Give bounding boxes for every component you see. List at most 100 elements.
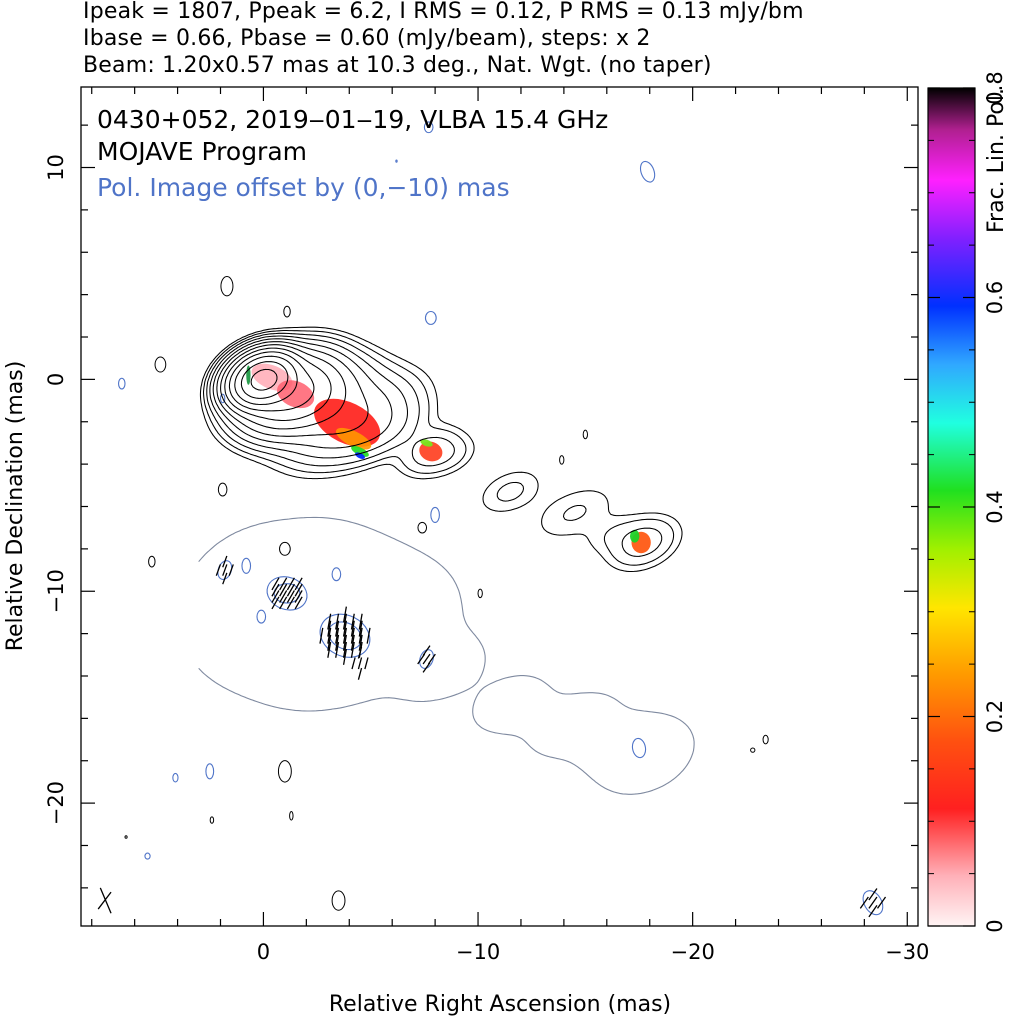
evpa-tick	[294, 583, 303, 597]
pol-contour	[395, 159, 398, 163]
evpa-tick	[222, 572, 228, 585]
noise-contour	[279, 541, 291, 556]
evpa-tick	[422, 653, 431, 665]
pol-contour	[256, 609, 267, 624]
noise-contour	[148, 555, 156, 568]
evpa-tick	[868, 896, 878, 909]
noise-contour	[217, 482, 228, 497]
evpa-tick	[327, 627, 332, 644]
evpa-tick	[357, 646, 363, 659]
evpa-tick	[357, 667, 363, 680]
pol-contour	[266, 576, 308, 611]
evpa-tick	[342, 613, 348, 630]
colorbar-tick-label: 0.4	[983, 490, 1007, 523]
tick-labels: 0 −10 −20 −30 10 0 −10 −20	[44, 154, 929, 964]
pol-contour	[172, 772, 179, 783]
intensity-contour	[250, 368, 278, 391]
x-tick-label: −30	[885, 940, 929, 964]
evpa-tick	[342, 648, 348, 665]
evpa-tick	[350, 627, 355, 644]
intensity-contour	[209, 335, 409, 459]
evpa-tick	[342, 627, 348, 644]
colorbar-tick-label: 0.6	[983, 281, 1007, 314]
pol-contour	[639, 160, 656, 183]
noise-contour	[220, 275, 234, 297]
evpa-tick	[319, 627, 324, 644]
pol-outline-contour	[198, 516, 695, 795]
evpa-tick	[327, 620, 332, 637]
beam-marker	[99, 887, 112, 914]
x-tick-label: −20	[670, 940, 714, 964]
evpa-tick	[286, 577, 295, 591]
offset-annotation: Pol. Image offset by (0,−10) mas	[97, 173, 510, 202]
evpa-tick	[335, 627, 340, 644]
colorbar-label: Frac. Lin. Pol.	[984, 88, 1009, 233]
evpa-tick	[350, 620, 355, 637]
frac-pol-knot-1-edge	[335, 427, 372, 450]
intensity-contour	[212, 338, 393, 449]
intensity-contour	[199, 326, 683, 573]
evpa-tick	[294, 590, 303, 603]
evpa-tick	[358, 620, 363, 637]
frac-pol-knot-2-edge	[420, 439, 433, 447]
pol-contour	[423, 121, 434, 134]
noise-contour	[331, 890, 346, 911]
evpa-tick	[422, 645, 431, 656]
colorbar-tick-label: 0	[983, 919, 1007, 932]
pol-contour	[144, 852, 151, 860]
evpa-tick	[876, 896, 887, 909]
evpa-tick	[350, 613, 355, 630]
frac-pol-inner	[277, 380, 315, 409]
y-tick-label: 10	[44, 154, 68, 181]
evpa-tick	[364, 657, 369, 670]
evpa-tick	[286, 590, 295, 603]
frac-pol-knot-1	[314, 398, 381, 447]
evpa-tick	[271, 583, 280, 597]
colorbar-tick-label: 0.2	[983, 700, 1007, 733]
x-axis-label: Relative Right Ascension (mas)	[329, 992, 671, 1017]
evpa-tick	[859, 896, 869, 909]
noise-contour	[289, 811, 294, 821]
header-line-1: Ipeak = 1807, Ppeak = 6.2, I RMS = 0.12,…	[83, 0, 804, 24]
evpa-tick	[271, 596, 280, 610]
intensity-contour	[202, 329, 675, 566]
x-tick-label: −10	[456, 940, 500, 964]
evpa-tick	[366, 627, 371, 644]
evpa-tick	[358, 627, 363, 644]
pol-contour	[631, 737, 647, 759]
evpa-tick	[422, 662, 431, 673]
evpa-tick	[427, 653, 436, 665]
evpa-tick	[222, 555, 228, 568]
evpa-tick	[335, 641, 340, 658]
pol-contour	[219, 393, 226, 404]
frac-pol-knot-3-edge	[629, 529, 640, 543]
evpa-tick	[279, 590, 288, 603]
pol-contour	[205, 763, 215, 780]
evpa-tick	[215, 564, 222, 576]
pol-contour	[331, 567, 342, 582]
colorbar-tick-label: 0.8	[983, 71, 1007, 104]
x-tick-label: 0	[257, 940, 270, 964]
header-line-2: Ibase = 0.66, Pbase = 0.60 (mJy/beam), s…	[83, 26, 651, 51]
noise-contour	[762, 734, 769, 745]
colorbar-ticks: 0 0.2 0.4 0.6 0.8	[928, 71, 1007, 933]
y-axis-label: Relative Declination (mas)	[3, 361, 28, 652]
noise-contour	[124, 835, 128, 839]
evpa-tick	[358, 613, 363, 630]
evpa-tick	[327, 613, 332, 630]
intensity-contour	[220, 344, 347, 430]
y-tick-label: −20	[44, 781, 68, 825]
evpa-tick	[350, 641, 355, 658]
noise-contour	[417, 521, 428, 534]
pol-contour	[424, 310, 437, 325]
evpa-tick	[279, 577, 288, 591]
evpa-tick	[358, 634, 363, 651]
evpa-tick	[279, 583, 288, 597]
noise-contour	[277, 760, 292, 783]
plot-frame	[80, 86, 919, 927]
beam-marker	[97, 891, 112, 910]
noise-contour	[559, 455, 565, 465]
evpa-tick	[271, 577, 280, 591]
evpa-tick	[357, 657, 363, 670]
